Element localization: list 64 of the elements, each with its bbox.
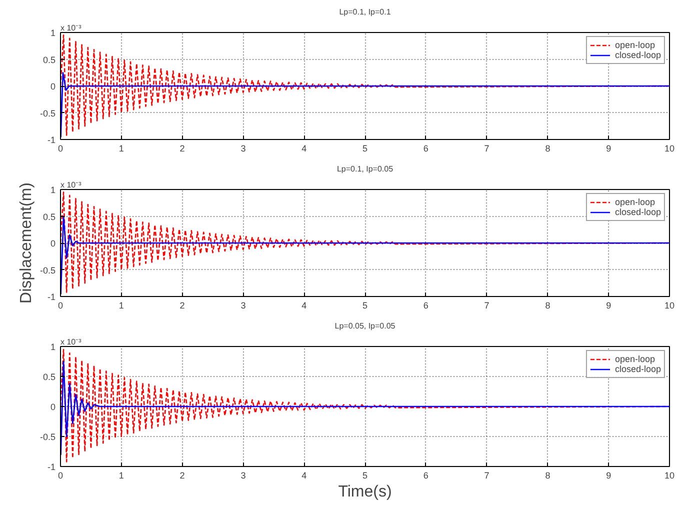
x-tick-label: 2 bbox=[180, 470, 185, 480]
y-tick-label: 1 bbox=[50, 185, 56, 195]
x-axis-title: Time(s) bbox=[338, 484, 392, 500]
x-tick-label: 7 bbox=[484, 144, 490, 154]
x-tick-label: 9 bbox=[606, 144, 612, 154]
x-tick-label: 0 bbox=[58, 470, 64, 480]
line-series bbox=[60, 72, 670, 138]
y-tick-label: 0.5 bbox=[42, 54, 56, 65]
x-tick-label: 5 bbox=[362, 470, 368, 480]
x-tick-label: 6 bbox=[423, 470, 428, 480]
x-tick-label: 7 bbox=[484, 470, 490, 480]
x-tick-label: 4 bbox=[302, 470, 307, 480]
chart-title: Lp=0.1, Ip=0.1 bbox=[339, 8, 392, 16]
x-tick-label: 6 bbox=[423, 300, 428, 310]
y-tick-label: -1 bbox=[48, 462, 56, 472]
y-tick-label: 1 bbox=[50, 28, 56, 38]
legend-label: closed-loop bbox=[614, 50, 661, 60]
y-tick-label: 1 bbox=[50, 342, 56, 352]
x-tick-label: 2 bbox=[180, 144, 185, 154]
x-tick-label: 5 bbox=[362, 300, 368, 310]
text: x 10⁻³ bbox=[60, 24, 82, 32]
legend-label: open-loop bbox=[614, 197, 656, 207]
legend-label: open-loop bbox=[614, 354, 656, 364]
legend-label: closed-loop bbox=[614, 364, 661, 374]
text: x 10⁻³ bbox=[60, 180, 82, 190]
y-tick-label: -1 bbox=[48, 135, 56, 145]
annotation: x 10⁻³ bbox=[60, 338, 82, 346]
line-series bbox=[60, 216, 670, 294]
x-tick-label: 1 bbox=[118, 470, 124, 480]
y-tick-label: 0.5 bbox=[42, 372, 56, 382]
x-tick-label: 3 bbox=[240, 470, 246, 480]
x-tick-label: 8 bbox=[545, 300, 550, 310]
x-tick-label: 0 bbox=[58, 144, 64, 154]
x-tick-label: 4 bbox=[302, 300, 307, 310]
x-tick-label: 3 bbox=[240, 144, 246, 154]
x-tick-label: 1 bbox=[118, 300, 124, 310]
y-tick-label: 0 bbox=[50, 238, 56, 248]
y-tick-label: 0 bbox=[50, 82, 56, 92]
y-tick-label: 0.5 bbox=[42, 212, 56, 222]
x-tick-label: 8 bbox=[545, 144, 550, 154]
x-tick-label: 4 bbox=[302, 144, 307, 154]
y-tick-label: -1 bbox=[48, 292, 56, 302]
x-tick-label: 6 bbox=[423, 144, 428, 154]
x-tick-label: 1 bbox=[118, 144, 124, 154]
x-tick-label: 3 bbox=[240, 300, 246, 310]
y-tick-label: -0.5 bbox=[40, 432, 56, 442]
x-tick-label: 10 bbox=[664, 144, 675, 154]
x-tick-label: 0 bbox=[58, 300, 64, 310]
x-tick-label: 10 bbox=[664, 300, 675, 310]
y-axis-title: Displacement(m) bbox=[18, 182, 35, 304]
legend-label: closed-loop bbox=[614, 207, 661, 217]
y-tick-label: 0 bbox=[50, 402, 56, 412]
x-tick-label: 5 bbox=[362, 144, 368, 154]
x-tick-label: 10 bbox=[664, 470, 675, 480]
chart-title: Lp=0.05, Ip=0.05 bbox=[334, 322, 396, 330]
x-tick-label: 9 bbox=[606, 300, 612, 310]
chart-title: Lp=0.1, Ip=0.05 bbox=[336, 164, 394, 174]
y-tick-label: -0.5 bbox=[40, 265, 56, 276]
legend-label: open-loop bbox=[614, 40, 656, 50]
x-tick-label: 7 bbox=[484, 300, 490, 310]
y-tick-label: -0.5 bbox=[40, 108, 56, 118]
x-tick-label: 2 bbox=[180, 300, 185, 310]
x-tick-label: 8 bbox=[545, 470, 550, 480]
x-tick-label: 9 bbox=[606, 470, 612, 480]
